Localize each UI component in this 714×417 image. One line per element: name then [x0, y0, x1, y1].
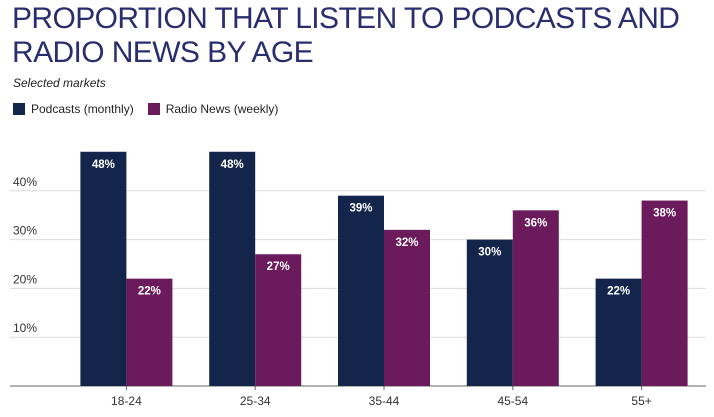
x-tick-label: 25-34 [240, 394, 271, 408]
y-tick-label: 20% [13, 272, 37, 286]
data-label-radio: 36% [524, 217, 547, 229]
data-label-podcasts: 48% [92, 159, 115, 171]
x-tick-label: 45-54 [497, 394, 528, 408]
bar-radio-35-44 [384, 229, 430, 386]
bar-radio-18-24 [126, 278, 173, 386]
legend-label-radio: Radio News (weekly) [165, 102, 279, 116]
bar-radio-55+ [641, 200, 688, 386]
data-label-radio: 27% [267, 261, 290, 273]
bar-podcasts-55+ [595, 278, 642, 386]
bar-podcasts-35-44 [338, 195, 384, 386]
x-tick-label: 18-24 [111, 394, 142, 408]
data-label-radio: 38% [653, 208, 676, 220]
bar-podcasts-18-24 [80, 151, 127, 386]
bar-podcasts-45-54 [466, 239, 513, 386]
bar-podcasts-25-34 [209, 151, 256, 386]
data-label-radio: 22% [138, 286, 161, 298]
y-tick-label: 40% [13, 175, 37, 189]
data-label-podcasts: 39% [349, 203, 372, 215]
data-label-radio: 32% [395, 237, 418, 249]
legend-swatch-podcasts [13, 103, 25, 115]
legend: Podcasts (monthly) Radio News (weekly) [13, 102, 292, 116]
y-tick-label: 10% [13, 321, 37, 335]
chart-subtitle: Selected markets [13, 76, 106, 90]
data-label-podcasts: 30% [478, 247, 501, 259]
data-label-podcasts: 22% [607, 286, 630, 298]
y-tick-label: 30% [13, 224, 37, 238]
legend-label-podcasts: Podcasts (monthly) [31, 102, 134, 116]
legend-item-podcasts: Podcasts (monthly) [13, 102, 134, 116]
x-tick-label: 55+ [631, 394, 651, 408]
legend-swatch-radio [147, 103, 160, 115]
bar-radio-45-54 [512, 210, 559, 386]
bar-radio-25-34 [255, 254, 302, 386]
chart-title: PROPORTION THAT LISTEN TO PODCASTS AND R… [12, 2, 680, 69]
legend-item-radio: Radio News (weekly) [147, 102, 279, 116]
data-label-podcasts: 48% [221, 159, 244, 171]
x-tick-label: 35-44 [369, 394, 400, 408]
